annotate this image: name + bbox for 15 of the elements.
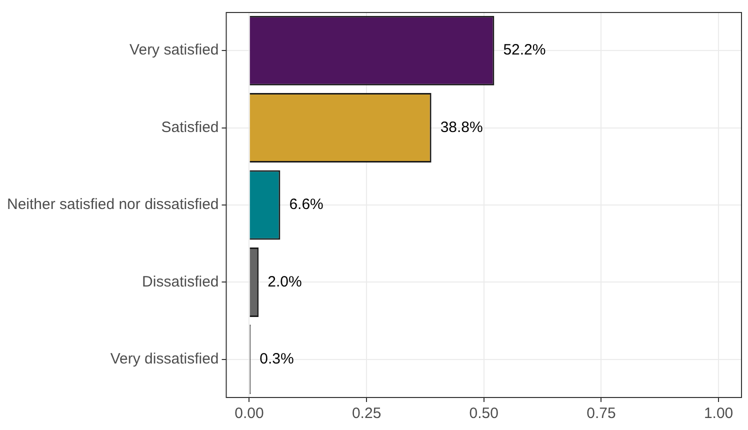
data-label: 6.6%	[289, 196, 324, 214]
x-tick-label: 0.00	[234, 405, 264, 422]
y-tick-label: Very dissatisfied	[110, 350, 219, 368]
data-label: 38.8%	[440, 118, 483, 136]
x-tick-label: 1.00	[704, 405, 734, 422]
y-tick-label: Neither satisfied nor dissatisfied	[7, 196, 219, 214]
x-tick-label: 0.75	[586, 405, 616, 422]
y-tick-label: Very satisfied	[130, 42, 219, 59]
data-label: 52.2%	[503, 42, 546, 59]
y-tick-label: Satisfied	[161, 118, 219, 136]
y-tick-label: Dissatisfied	[142, 273, 219, 290]
x-tick-label: 0.25	[352, 405, 382, 422]
data-label: 2.0%	[268, 273, 302, 290]
data-label: 0.3%	[260, 350, 294, 368]
x-tick-label: 0.50	[469, 405, 498, 422]
